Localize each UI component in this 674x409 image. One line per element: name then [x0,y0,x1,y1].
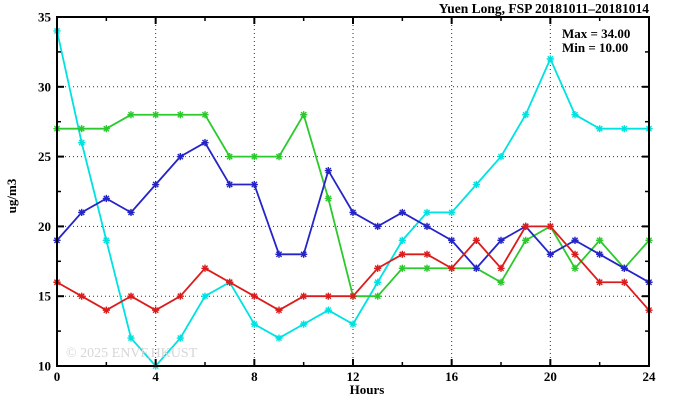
x-tick-label: 0 [54,369,61,384]
legend-max-value: Max = 34.00 [562,26,630,41]
axis-ticks [56,16,650,367]
y-tick-label: 30 [38,79,51,94]
x-tick-label: 4 [152,369,159,384]
legend-min-value: Min = 10.00 [562,40,628,55]
y-tick-label: 15 [38,289,52,304]
y-tick-label: 10 [38,359,51,374]
x-axis-label: Hours [350,382,385,397]
gridlines [57,17,649,366]
x-tick-label: 12 [347,369,360,384]
y-axis-label: ug/m3 [4,178,19,213]
y-tick-label: 35 [38,10,52,25]
axis-tick-labels: 0 4 8 12 16 20 24 10 15 20 25 30 35 [38,10,656,385]
red-series [53,222,653,314]
y-tick-label: 20 [38,219,51,234]
y-tick-label: 25 [38,149,52,164]
x-tick-label: 8 [251,369,258,384]
chart-title: Yuen Long, FSP 20181011–20181014 [439,1,650,16]
x-tick-label: 24 [643,369,657,384]
red-series-markers [53,222,653,314]
series-lines [53,27,653,370]
x-tick-label: 16 [445,369,459,384]
x-tick-label: 20 [544,369,557,384]
watermark: © 2025 ENVF,HKUST [66,346,198,361]
